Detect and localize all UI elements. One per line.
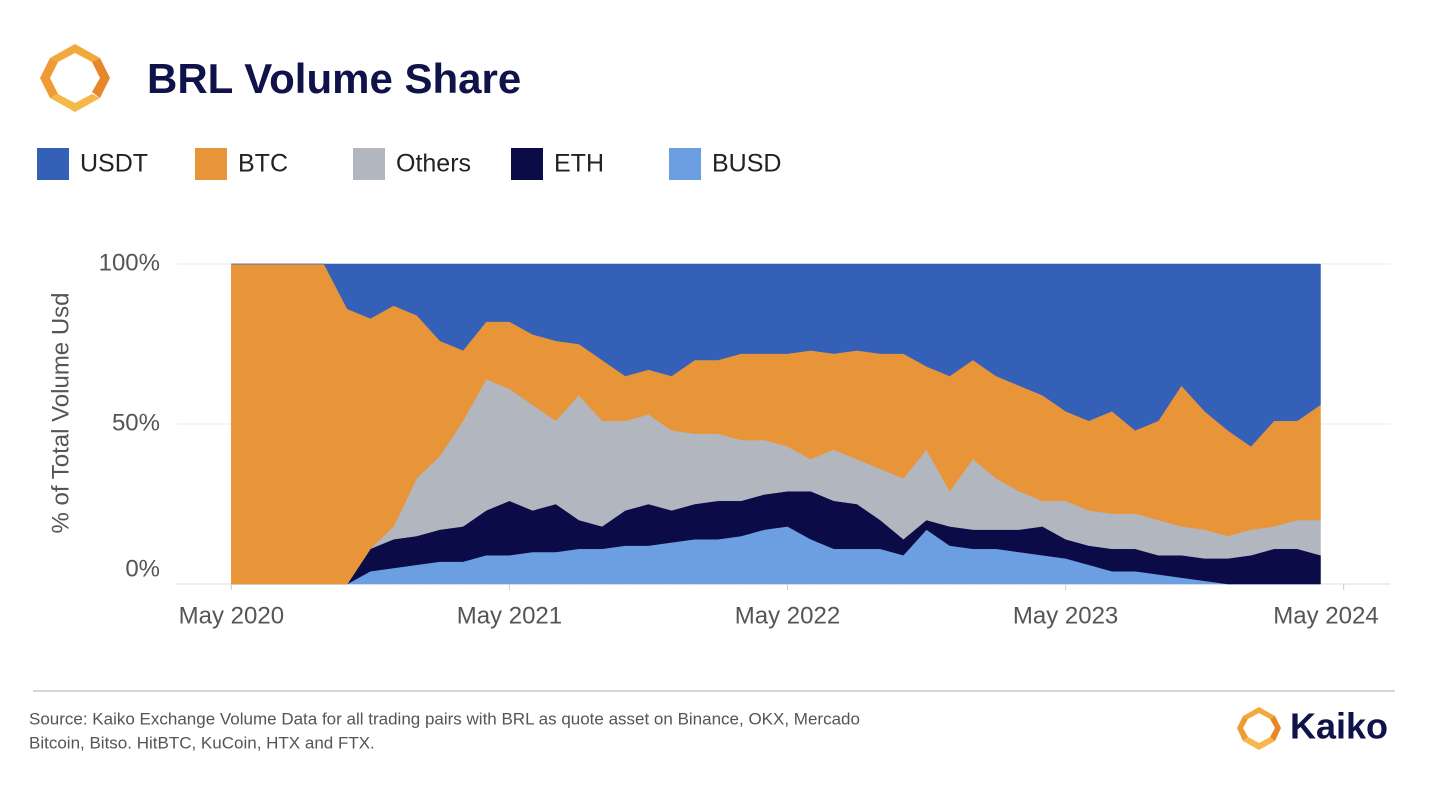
- y-tick-label: 50%: [112, 409, 160, 436]
- plot-area: 0% 50% 100% May 2020 May 2021 May 2022 May 202…: [99, 249, 1390, 629]
- legend-swatch: [511, 148, 543, 180]
- source-note: Source: Kaiko Exchange Volume Data for a…: [29, 709, 860, 728]
- legend-label: BUSD: [712, 150, 781, 178]
- y-tick-label: 0%: [125, 555, 160, 582]
- x-tick-label: May 2022: [735, 602, 840, 629]
- brand-logo: [1237, 707, 1281, 750]
- legend-label: BTC: [238, 150, 288, 178]
- x-tick-label: May 2024: [1273, 602, 1378, 629]
- legend-label: Others: [396, 150, 471, 178]
- x-tick-label: May 2020: [179, 602, 284, 629]
- chart-title: BRL Volume Share: [147, 55, 521, 102]
- legend-label: ETH: [554, 150, 604, 178]
- logo: [40, 44, 110, 112]
- area-usdt: [231, 263, 1321, 447]
- legend-swatch: [669, 148, 701, 180]
- x-tick-label: May 2023: [1013, 602, 1118, 629]
- legend-swatch: [353, 148, 385, 180]
- legend-label: USDT: [80, 150, 148, 178]
- y-axis-label: % of Total Volume Usd: [47, 292, 74, 533]
- source-note: Bitcoin, Bitso. HitBTC, KuCoin, HTX and …: [29, 733, 375, 752]
- x-tick-label: May 2021: [457, 602, 562, 629]
- legend-swatch: [195, 148, 227, 180]
- legend: USDT BTC Others ETH BUSD: [37, 148, 781, 180]
- legend-swatch: [37, 148, 69, 180]
- y-tick-label: 100%: [99, 249, 160, 276]
- brand-name: Kaiko: [1290, 706, 1388, 747]
